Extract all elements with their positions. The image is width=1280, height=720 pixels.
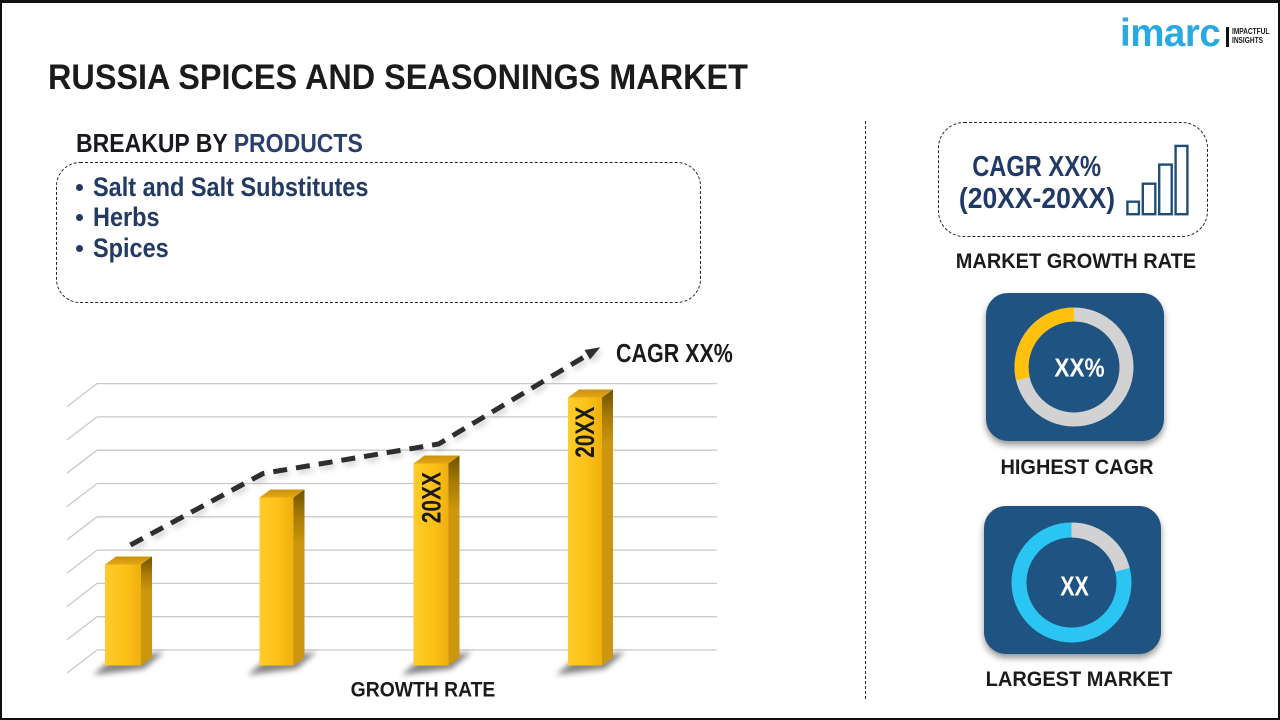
- svg-text:XX%: XX%: [1054, 354, 1105, 383]
- svg-text:GROWTH RATE: GROWTH RATE: [351, 678, 496, 702]
- svg-text:20XX: 20XX: [571, 407, 601, 458]
- svg-text:20XX: 20XX: [417, 472, 447, 523]
- svg-text:CAGR XX%: CAGR XX%: [616, 339, 733, 368]
- svg-text:XX: XX: [1060, 571, 1089, 602]
